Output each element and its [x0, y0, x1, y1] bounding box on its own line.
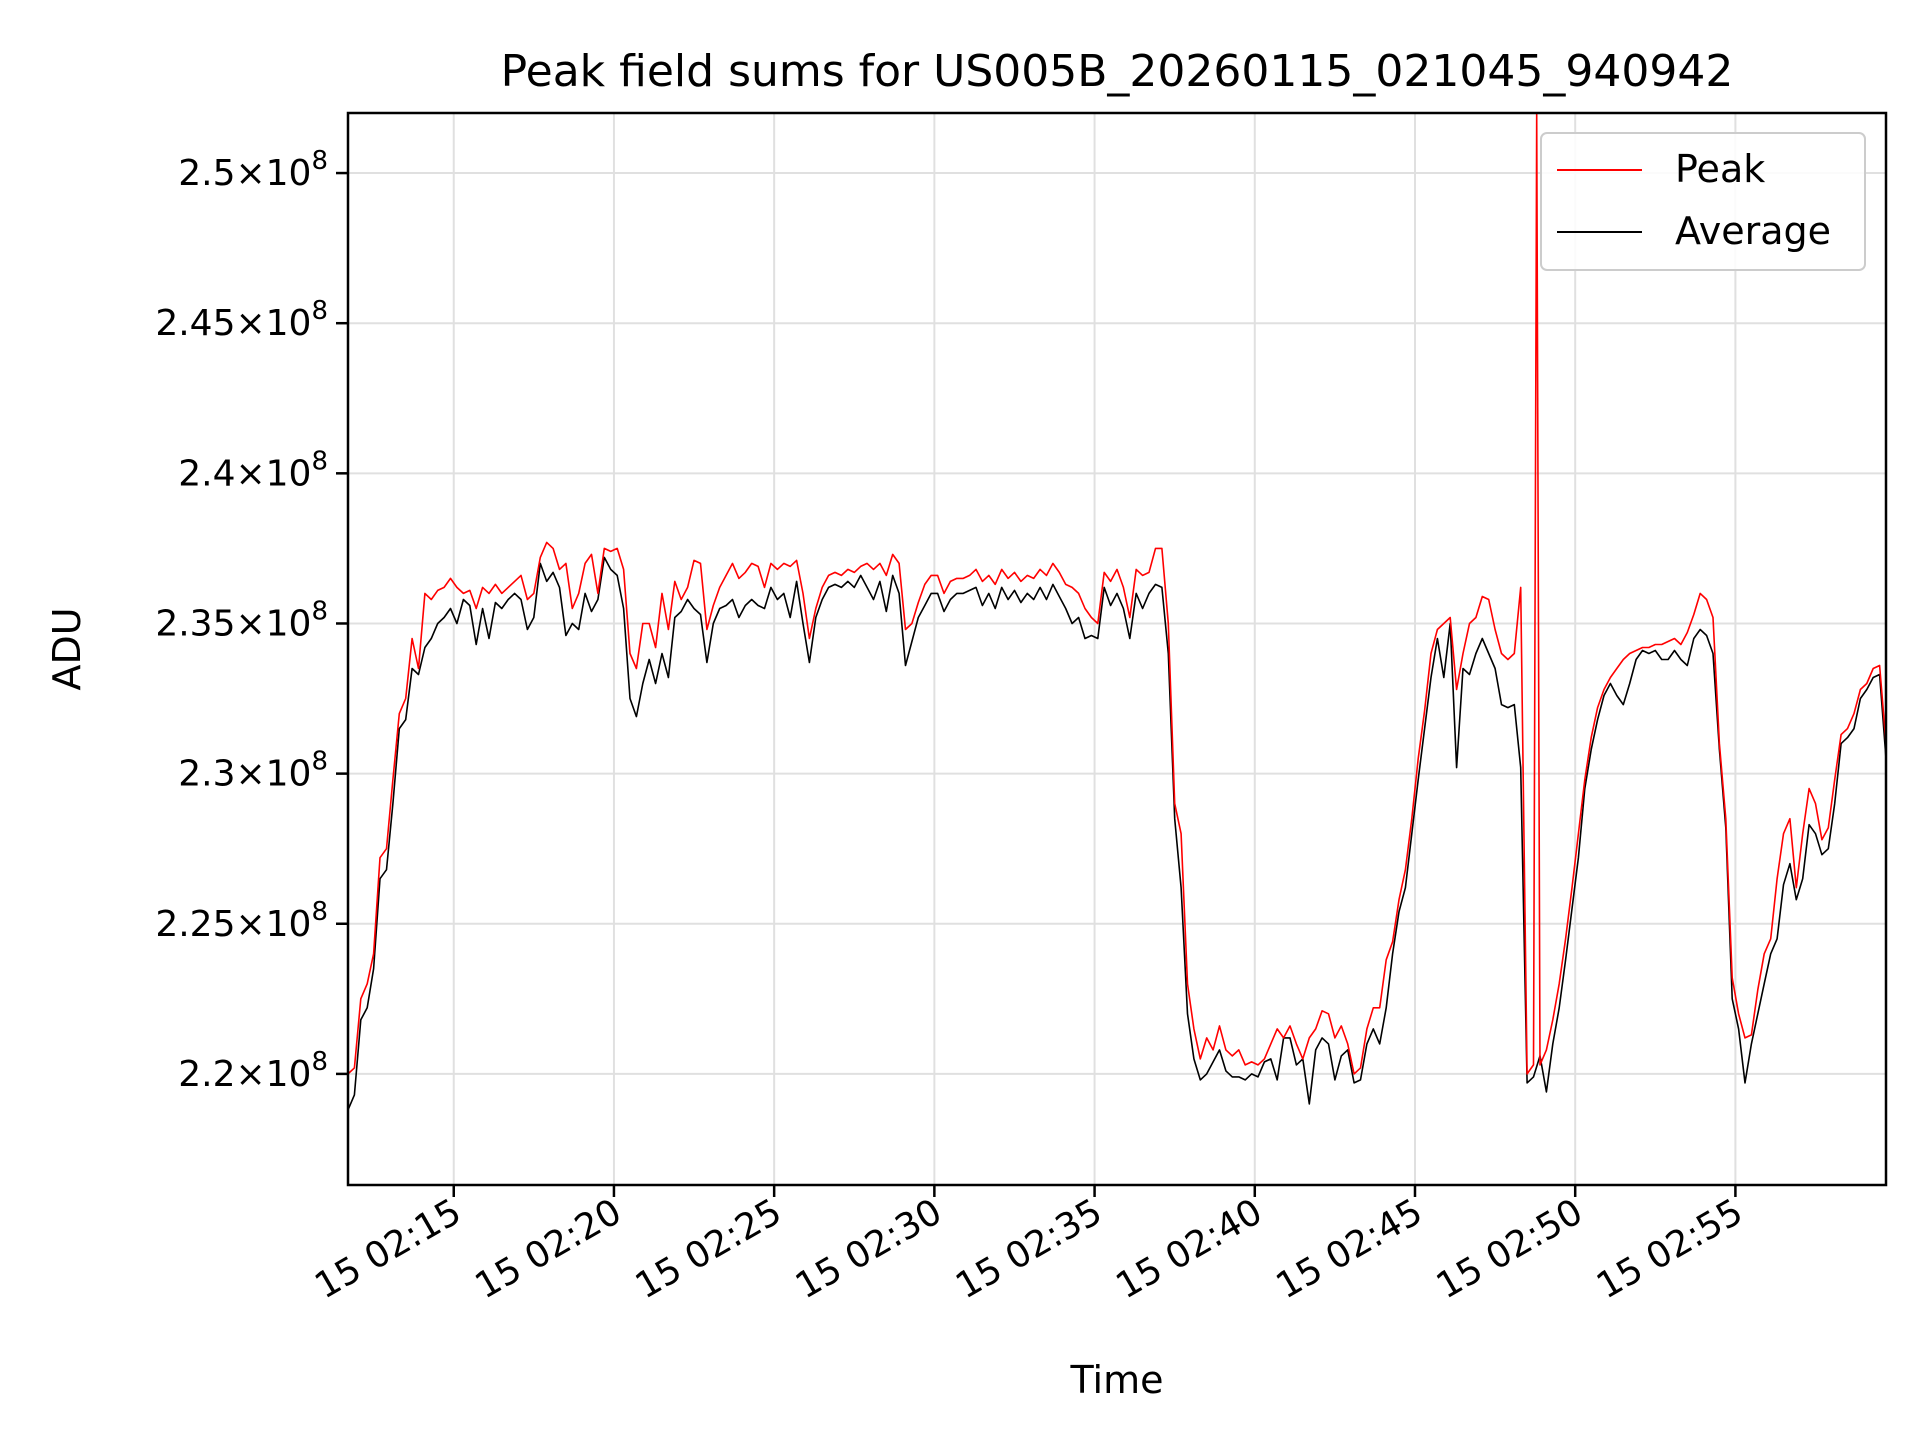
y-tick-label: 2.5×108 [178, 146, 328, 194]
series-layer [348, 113, 1886, 1111]
legend-label-peak: Peak [1675, 147, 1765, 191]
legend-label-average: Average [1675, 209, 1831, 253]
chart-title: Peak field sums for US005B_20260115_0210… [501, 46, 1734, 97]
y-axis-ticks: 2.2×108 2.25×108 2.3×108 2.35×108 2.4×108 2.4… [155, 146, 348, 1095]
y-tick-label: 2.4×108 [178, 446, 328, 494]
y-tick-label: 2.35×108 [155, 596, 328, 644]
x-axis-label: Time [1070, 1358, 1164, 1402]
y-tick-label: 2.25×108 [155, 897, 328, 945]
legend-box [1540, 132, 1866, 271]
y-tick-label: 2.2×108 [178, 1047, 328, 1095]
series-line-peak [348, 113, 1886, 1075]
y-tick-label: 2.45×108 [155, 296, 328, 344]
grid [348, 113, 1886, 1185]
series-line-average [348, 556, 1886, 1111]
y-axis-label: ADU [45, 607, 89, 690]
y-tick-label: 2.3×108 [178, 747, 328, 795]
plot-frame [346, 111, 1888, 1187]
legend: Peak Average [1540, 132, 1866, 271]
